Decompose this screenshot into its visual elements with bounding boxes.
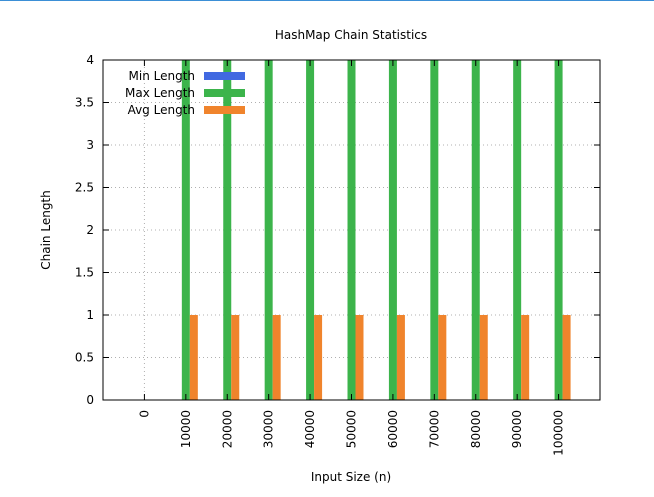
- x-tick-label: 10000: [179, 410, 193, 448]
- bar-avg-length: [438, 315, 447, 400]
- bar-max-length: [223, 60, 232, 400]
- y-tick-label: 1.5: [75, 266, 94, 280]
- y-tick-label: 0.5: [75, 351, 94, 365]
- y-axis: 0 0.5 1 1.5 2 2.5 3 3.5 4: [75, 53, 600, 407]
- x-axis-label: Input Size (n): [311, 470, 391, 484]
- window-top-border: [0, 0, 654, 1]
- y-tick-label: 0: [86, 393, 94, 407]
- bar-max-length: [471, 60, 480, 400]
- bar-max-length: [264, 60, 273, 400]
- x-tick-label: 30000: [262, 410, 276, 448]
- bar-max-length: [430, 60, 439, 400]
- y-tick-label: 2: [86, 223, 94, 237]
- bar-avg-length: [355, 315, 364, 400]
- bar-max-length: [306, 60, 315, 400]
- x-tick-label: 80000: [469, 410, 483, 448]
- bars: [181, 60, 571, 400]
- y-tick-label: 3: [86, 138, 94, 152]
- x-tick-label: 0: [137, 410, 151, 418]
- bar-max-length: [347, 60, 356, 400]
- legend-label: Min Length: [129, 69, 196, 83]
- chart-title: HashMap Chain Statistics: [275, 28, 427, 42]
- legend-swatch: [204, 106, 245, 114]
- legend-label: Avg Length: [128, 103, 195, 117]
- bar-avg-length: [272, 315, 281, 400]
- x-tick-label: 50000: [345, 410, 359, 448]
- bar-max-length: [554, 60, 563, 400]
- legend-label: Max Length: [125, 86, 195, 100]
- legend-swatch: [204, 72, 245, 80]
- x-tick-label: 70000: [427, 410, 441, 448]
- x-tick-label: 90000: [510, 410, 524, 448]
- bar-max-length: [513, 60, 522, 400]
- x-tick-label: 60000: [386, 410, 400, 448]
- x-tick-label: 100000: [552, 410, 566, 456]
- bar-avg-length: [521, 315, 530, 400]
- bar-max-length: [388, 60, 397, 400]
- bar-avg-length: [562, 315, 571, 400]
- bar-avg-length: [396, 315, 405, 400]
- bar-avg-length: [314, 315, 323, 400]
- y-tick-label: 4: [86, 53, 94, 67]
- y-axis-label: Chain Length: [39, 190, 53, 269]
- x-axis: 0 10000 20000 30000 40000 50000 60000 70000 8000…: [137, 60, 566, 456]
- bar-avg-length: [479, 315, 488, 400]
- bar-avg-length: [231, 315, 240, 400]
- bar-avg-length: [189, 315, 198, 400]
- bar-max-length: [181, 60, 190, 400]
- y-tick-label: 2.5: [75, 181, 94, 195]
- y-tick-label: 1: [86, 308, 94, 322]
- y-tick-label: 3.5: [75, 96, 94, 110]
- x-tick-label: 20000: [220, 410, 234, 448]
- legend-swatch: [204, 89, 245, 97]
- legend: Min Length Max Length Avg Length: [125, 69, 245, 117]
- x-tick-label: 40000: [303, 410, 317, 448]
